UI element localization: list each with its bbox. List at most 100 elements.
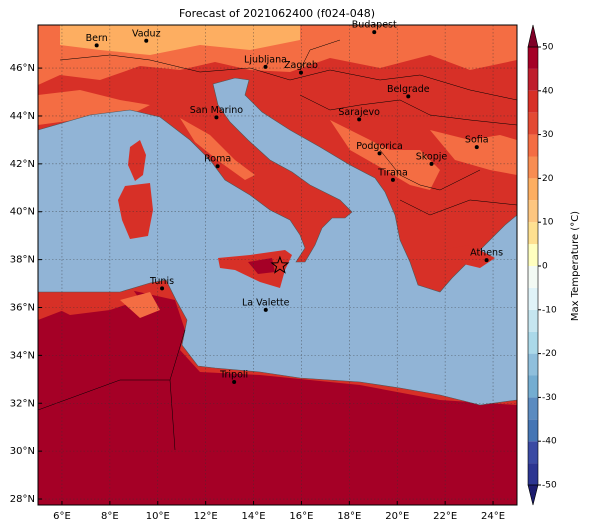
city-label: La Valette bbox=[242, 297, 290, 308]
colorbar-bin bbox=[528, 222, 538, 245]
y-tick-label: 30°N bbox=[10, 446, 35, 457]
y-tick-label: 32°N bbox=[10, 398, 35, 409]
colorbar-tick-label: -50 bbox=[542, 481, 557, 491]
alps-cool bbox=[60, 25, 300, 55]
colorbar-bin bbox=[528, 397, 538, 420]
city-label: Zagreb bbox=[284, 60, 318, 71]
colorbar-bin bbox=[528, 112, 538, 135]
colorbar-bin bbox=[528, 178, 538, 201]
attica bbox=[440, 245, 495, 268]
y-tick-label: 44°N bbox=[10, 111, 35, 122]
colorbar-tick-label: 20 bbox=[542, 174, 554, 184]
city-label: Bern bbox=[86, 33, 108, 44]
colorbar-bin bbox=[528, 156, 538, 179]
atlas-mtn bbox=[120, 292, 160, 318]
map-field bbox=[38, 25, 517, 505]
balkan-mtn bbox=[430, 130, 517, 175]
city-dot bbox=[214, 115, 219, 120]
colorbar-bin bbox=[528, 331, 538, 354]
colorbar-tick-label: -40 bbox=[542, 437, 557, 447]
city-label: Podgorica bbox=[356, 141, 403, 152]
city-label: Roma bbox=[204, 154, 231, 165]
x-tick-label: 10°E bbox=[146, 511, 170, 522]
city-dot bbox=[215, 164, 220, 169]
x-tick-label: 18°E bbox=[337, 511, 361, 522]
y-tick-label: 46°N bbox=[10, 63, 35, 74]
city-dot bbox=[160, 286, 165, 291]
corsica bbox=[128, 140, 146, 181]
city-dot bbox=[263, 64, 268, 69]
overlay: Bern VaduzBudapestLjubljanaZagrebBelgrade… bbox=[38, 20, 517, 505]
colorbar-bin bbox=[528, 463, 538, 485]
city-dot bbox=[298, 70, 303, 75]
sicily-hot bbox=[248, 258, 275, 274]
colorbar-tick-label: 30 bbox=[542, 130, 554, 140]
apennines bbox=[180, 118, 255, 180]
city-label: Sofia bbox=[465, 135, 489, 146]
city-label: Tunis bbox=[149, 276, 174, 287]
city-dot bbox=[377, 151, 382, 156]
colorbar-bin bbox=[528, 309, 538, 332]
city-label: Sarajevo bbox=[338, 107, 380, 118]
city-label: San Marino bbox=[190, 105, 243, 116]
colorbar-tick-label: 40 bbox=[542, 86, 554, 96]
city-dot bbox=[406, 94, 411, 99]
y-tick-label: 36°N bbox=[10, 302, 35, 313]
city-label: Vaduz bbox=[132, 28, 161, 39]
colorbar-tick-label: 10 bbox=[542, 218, 554, 228]
colorbar-bin bbox=[528, 375, 538, 398]
x-tick-label: 6°E bbox=[53, 511, 71, 522]
colorbar-bin bbox=[528, 134, 538, 157]
x-tick-label: 22°E bbox=[433, 511, 457, 522]
colorbar-tick-label: 0 bbox=[542, 262, 548, 272]
city-dot bbox=[144, 38, 149, 43]
city-dot bbox=[390, 177, 395, 182]
map-frame bbox=[37, 24, 518, 506]
colorbar-tick-label: -10 bbox=[542, 305, 557, 315]
colorbar-tick-label: -30 bbox=[542, 393, 557, 403]
city-dot bbox=[429, 161, 434, 166]
colorbar-over bbox=[527, 24, 539, 48]
x-tick-label: 24°E bbox=[481, 511, 505, 522]
city-dot bbox=[263, 307, 268, 312]
colorbar-bin bbox=[528, 353, 538, 376]
y-tick-label: 28°N bbox=[10, 494, 35, 505]
x-tick-label: 8°E bbox=[101, 511, 119, 522]
colorbar-bin bbox=[528, 419, 538, 442]
colorbar-tick-label: 50 bbox=[542, 43, 554, 53]
colorbar-bin bbox=[528, 441, 538, 464]
x-tick-label: 16°E bbox=[289, 511, 313, 522]
city-label: Athens bbox=[470, 248, 503, 259]
y-tick-label: 34°N bbox=[10, 350, 35, 361]
x-tick-label: 20°E bbox=[385, 511, 409, 522]
city-dot bbox=[484, 258, 489, 263]
y-tick-label: 38°N bbox=[10, 255, 35, 266]
city-label: Belgrade bbox=[387, 84, 430, 95]
city-dot bbox=[474, 145, 479, 150]
city-label: Ljubljana bbox=[244, 54, 287, 65]
sardinia bbox=[118, 183, 153, 239]
x-tick-label: 14°E bbox=[242, 511, 266, 522]
city-dot bbox=[232, 379, 237, 384]
city-dot bbox=[372, 30, 377, 35]
colorbar-bin bbox=[528, 200, 538, 223]
city-dot bbox=[94, 43, 99, 48]
city-label: Skopje bbox=[416, 151, 448, 162]
colorbar-bin bbox=[528, 287, 538, 310]
city-dot bbox=[357, 117, 362, 122]
y-tick-label: 40°N bbox=[10, 207, 35, 218]
colorbar-bin bbox=[528, 68, 538, 91]
x-tick-label: 12°E bbox=[194, 511, 218, 522]
colorbar-bin bbox=[528, 47, 538, 69]
colorbar-bin bbox=[528, 90, 538, 113]
borders bbox=[38, 39, 517, 451]
colorbar-label: Max Temperature (°C) bbox=[570, 211, 581, 321]
city-label: Tirana bbox=[377, 167, 408, 178]
colorbar-under bbox=[527, 484, 539, 506]
y-tick-label: 42°N bbox=[10, 159, 35, 170]
colorbar-bin bbox=[528, 244, 538, 266]
colorbar-tick-label: -20 bbox=[542, 349, 557, 359]
chart-title: Forecast of 2021062400 (f024-048) bbox=[179, 7, 375, 20]
city-label: Tripoli bbox=[219, 369, 248, 380]
